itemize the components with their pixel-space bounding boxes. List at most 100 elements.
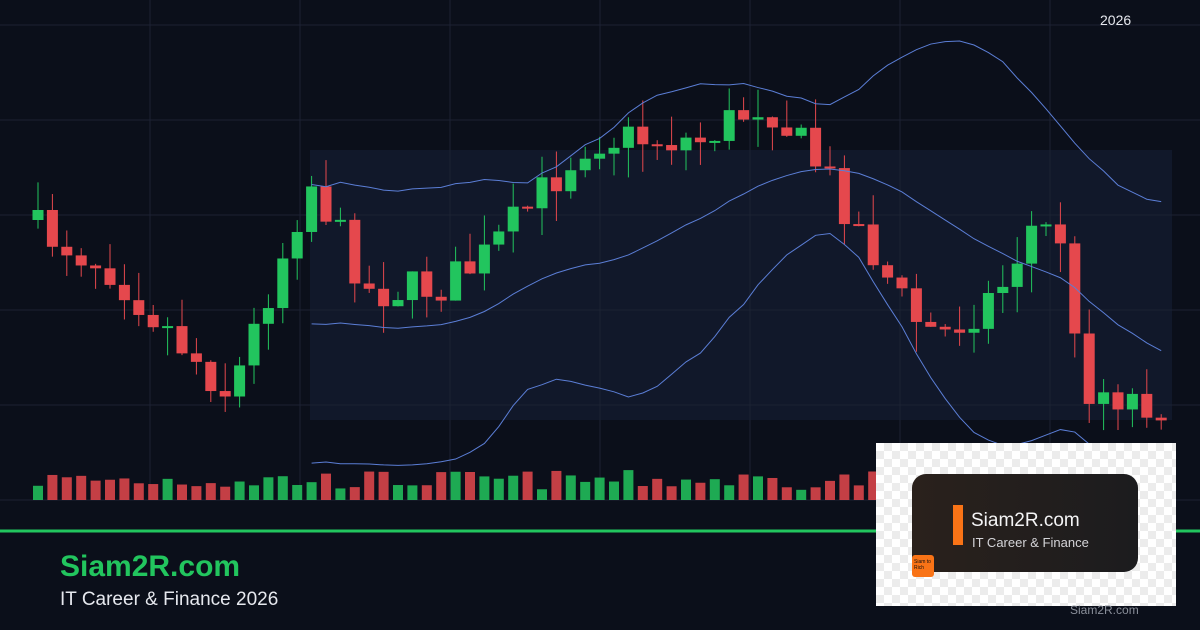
volume-bar	[364, 471, 375, 500]
candle	[334, 219, 346, 222]
volume-bar	[61, 477, 72, 500]
card-title: Siam2R.com	[971, 510, 1080, 531]
candle	[752, 117, 764, 120]
candle	[810, 127, 822, 167]
candle	[1069, 243, 1081, 334]
volume-bar	[522, 471, 533, 500]
candle	[579, 158, 591, 171]
volume-bar	[148, 484, 159, 500]
volume-bar	[105, 479, 115, 500]
candle	[594, 153, 606, 159]
volume-bar	[695, 482, 706, 500]
candle	[766, 117, 778, 128]
volume-bar	[623, 470, 634, 500]
candle	[622, 126, 634, 148]
volume-bar	[234, 481, 245, 500]
candle	[853, 224, 865, 227]
volume-bar	[666, 486, 677, 500]
volume-bar	[177, 484, 187, 500]
candle	[939, 326, 951, 330]
candle	[709, 140, 721, 143]
candle	[205, 361, 217, 392]
volume-bar	[825, 480, 835, 500]
volume-bar	[76, 475, 87, 500]
candle	[867, 224, 879, 266]
volume-bar	[637, 486, 648, 500]
volume-bar	[436, 472, 447, 500]
candle	[694, 137, 706, 143]
candle	[925, 321, 937, 327]
candle	[550, 177, 562, 192]
candle	[838, 168, 850, 225]
candle	[824, 166, 836, 169]
volume-bar	[537, 489, 547, 500]
card-subtitle: IT Career & Finance	[972, 535, 1089, 550]
candle	[162, 326, 174, 329]
volume-bar	[767, 477, 778, 500]
candle	[1011, 263, 1023, 287]
candle	[651, 144, 663, 147]
candle	[954, 329, 966, 333]
candle	[1026, 225, 1038, 264]
candle	[75, 255, 87, 266]
candle	[219, 391, 231, 397]
candle	[104, 268, 116, 285]
candle	[1098, 392, 1110, 404]
candle	[608, 147, 620, 154]
volume-bar	[868, 471, 879, 500]
volume-bar	[810, 487, 821, 500]
candle	[1083, 333, 1095, 404]
volume-bar	[450, 471, 461, 500]
candle	[738, 110, 750, 120]
band-line	[311, 168, 1162, 352]
volume-bar	[465, 471, 475, 500]
band-line	[311, 40, 1162, 203]
volume-bar	[594, 477, 605, 500]
volume-bar	[220, 486, 231, 500]
candle	[363, 283, 375, 289]
candle	[565, 170, 577, 192]
volume-bar	[508, 475, 519, 500]
candle	[190, 353, 202, 362]
candle	[478, 244, 490, 274]
volume-bar	[133, 483, 144, 500]
candle	[795, 127, 807, 136]
candle	[896, 277, 908, 289]
candle	[262, 308, 274, 324]
volume-bar	[839, 474, 850, 500]
volume-bar	[652, 478, 663, 500]
candle	[435, 296, 447, 301]
candle	[248, 323, 260, 366]
candle	[1040, 224, 1052, 227]
volume-bar	[681, 479, 691, 500]
candle	[133, 300, 145, 315]
candle	[666, 145, 678, 151]
volume-bar	[853, 485, 864, 500]
candle	[147, 314, 159, 328]
volume-bar	[753, 476, 763, 500]
volume-bar	[90, 480, 101, 500]
accent-bar	[953, 505, 963, 545]
candle	[982, 293, 994, 329]
volume-bar	[565, 475, 576, 500]
candle	[522, 206, 534, 209]
candle	[46, 210, 58, 247]
volume-bar	[349, 487, 360, 500]
candle	[1126, 393, 1138, 410]
volume-bar	[724, 485, 735, 500]
volume-bar	[493, 478, 504, 500]
brand-card: Siam2R.com IT Career & Finance Siam to R…	[912, 474, 1138, 577]
candle	[61, 246, 73, 256]
volume-bar	[407, 485, 418, 500]
volume-bar	[162, 478, 173, 500]
candle	[406, 271, 418, 301]
volume-bar	[609, 481, 619, 500]
candle	[882, 265, 894, 278]
volume-bar	[781, 487, 792, 500]
candle	[680, 137, 692, 151]
candle	[1141, 393, 1153, 418]
candle	[464, 261, 476, 274]
watermark: Siam2R.com	[1070, 603, 1139, 617]
volume-bar	[249, 485, 259, 500]
